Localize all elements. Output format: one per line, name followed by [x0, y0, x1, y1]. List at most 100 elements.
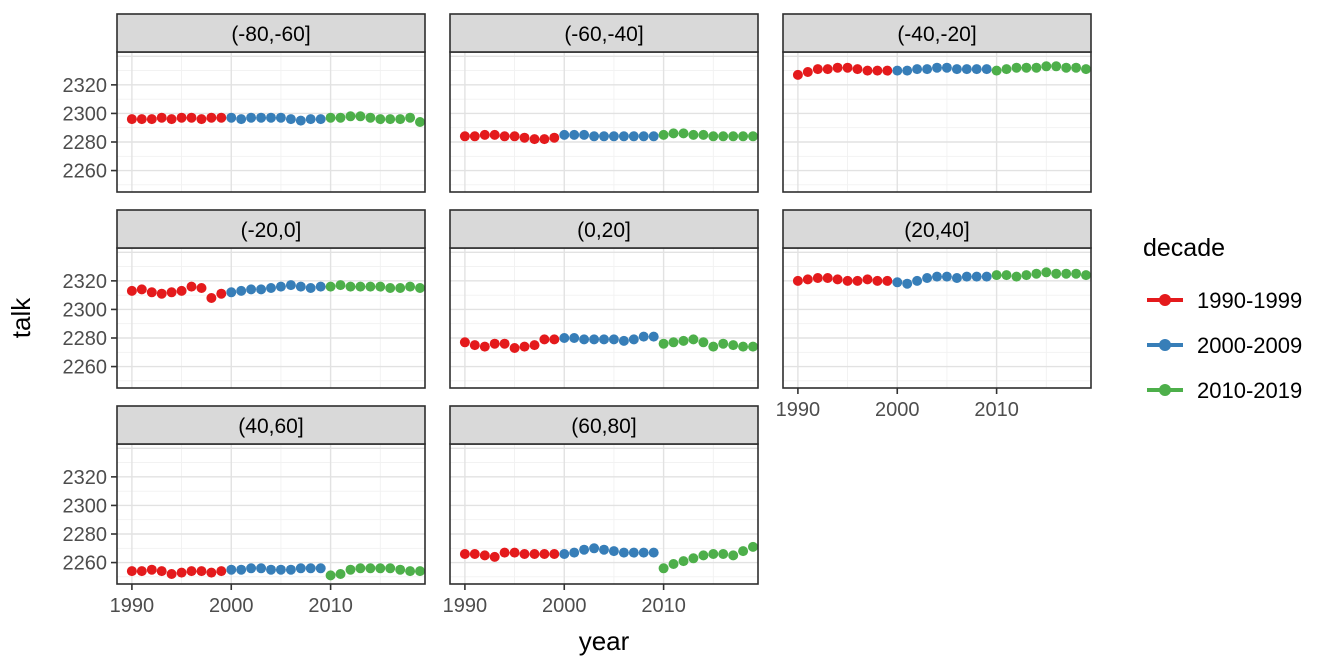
data-point	[405, 566, 416, 577]
panel-background	[450, 248, 758, 388]
facet-panel-group: (60,80] 1990 2000 2010	[443, 405, 759, 617]
data-point	[569, 333, 580, 343]
data-point	[618, 547, 629, 558]
data-point	[539, 549, 550, 559]
data-point	[469, 340, 480, 351]
data-point	[539, 334, 550, 345]
y-axis-tick-label: 2320	[63, 271, 108, 293]
data-point	[499, 131, 510, 142]
data-point	[608, 334, 619, 345]
data-point	[648, 547, 659, 558]
data-point	[206, 293, 217, 303]
data-point	[728, 131, 739, 142]
data-point	[226, 564, 237, 575]
data-point	[922, 273, 933, 283]
data-point	[1011, 62, 1022, 73]
data-point	[688, 553, 699, 564]
y-axis-tick-label: 2300	[63, 495, 108, 517]
data-point	[459, 131, 470, 142]
data-point	[1011, 271, 1022, 282]
data-point	[932, 62, 942, 73]
data-point	[395, 564, 406, 575]
facet-panel-group: (-20,0] 2320 2300 2280 2260	[63, 209, 426, 389]
data-point	[395, 283, 406, 293]
data-point	[1061, 268, 1072, 279]
data-point	[365, 563, 376, 574]
data-point	[862, 274, 873, 285]
legend-entry-label: 1990-1999	[1197, 288, 1302, 313]
data-point	[246, 112, 257, 123]
data-point	[275, 112, 286, 123]
data-point	[961, 271, 972, 282]
data-point	[236, 564, 247, 575]
data-point	[325, 570, 336, 581]
data-point	[375, 114, 386, 125]
data-point	[599, 131, 609, 142]
panel-background	[117, 444, 425, 584]
data-point	[266, 283, 276, 293]
data-point	[678, 556, 689, 567]
data-point	[216, 112, 227, 123]
data-point	[1051, 268, 1062, 279]
data-point	[589, 543, 600, 554]
facet-strip	[116, 13, 426, 53]
facet-strip	[449, 209, 759, 249]
data-point	[156, 566, 167, 577]
data-point	[882, 65, 893, 76]
x-axis-title: year	[579, 626, 630, 656]
data-point	[529, 134, 540, 145]
data-point	[608, 131, 619, 142]
data-point	[499, 547, 510, 558]
data-point	[922, 64, 933, 75]
data-point	[668, 337, 679, 348]
data-point	[489, 551, 500, 562]
data-point	[226, 287, 237, 298]
data-point	[579, 334, 590, 345]
data-point	[708, 131, 719, 142]
data-point	[569, 129, 580, 140]
data-point	[315, 563, 326, 574]
data-point	[375, 281, 386, 292]
data-point	[822, 273, 833, 283]
data-point	[186, 566, 197, 577]
data-point	[618, 335, 629, 346]
y-axis-tick-label: 2280	[63, 524, 108, 546]
facet-strip	[116, 405, 426, 445]
data-point	[718, 131, 729, 142]
data-point	[1081, 270, 1091, 281]
data-point	[579, 129, 590, 140]
data-point	[832, 274, 843, 285]
data-point	[678, 128, 689, 139]
data-point	[136, 284, 147, 295]
data-point	[295, 281, 306, 292]
data-point	[335, 280, 346, 291]
facet-strip	[782, 13, 1092, 53]
data-point	[226, 112, 237, 123]
data-point	[792, 69, 803, 80]
data-point	[648, 331, 659, 342]
y-axis-tick-label: 2300	[63, 299, 108, 321]
x-axis-tick-label: 2010	[641, 595, 686, 617]
data-point	[325, 281, 336, 292]
y-axis-tick-label: 2260	[63, 161, 108, 183]
data-point	[708, 341, 719, 352]
x-axis-tick-label: 2000	[875, 399, 920, 421]
legend-entry-label: 2010-2019	[1197, 378, 1302, 403]
data-point	[941, 62, 952, 73]
data-point	[951, 64, 962, 75]
data-point	[932, 271, 942, 282]
data-point	[479, 129, 490, 140]
data-point	[305, 114, 316, 125]
data-point	[872, 275, 883, 286]
data-point	[812, 64, 823, 75]
legend-key-point-icon	[1159, 294, 1171, 306]
data-point	[748, 541, 758, 552]
data-point	[236, 114, 247, 125]
data-point	[658, 338, 669, 349]
data-point	[638, 331, 649, 342]
data-point	[792, 275, 803, 286]
data-point	[912, 64, 923, 75]
data-point	[678, 335, 689, 346]
